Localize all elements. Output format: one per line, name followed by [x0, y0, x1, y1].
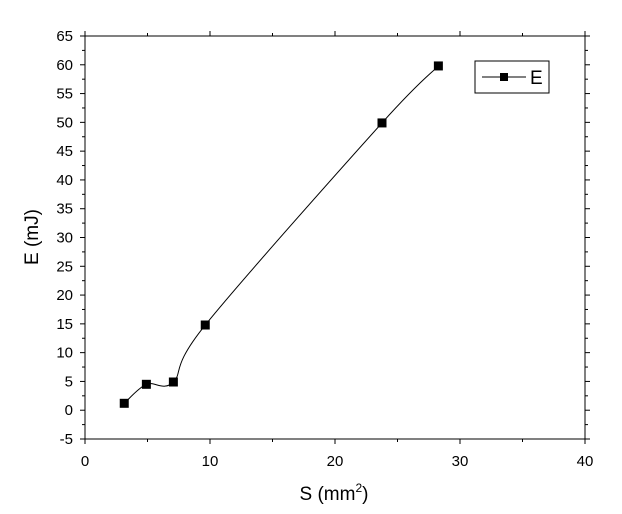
- legend: E: [474, 60, 550, 94]
- y-tick-label: 10: [56, 345, 73, 362]
- plot-frame: [84, 35, 586, 440]
- data-point-e: [200, 320, 210, 330]
- y-tick-label: 45: [56, 143, 73, 160]
- y-tick-label: 30: [56, 230, 73, 247]
- y-tick-label: -5: [60, 431, 73, 448]
- x-tick-label: 40: [577, 453, 594, 470]
- y-tick-label: 0: [65, 402, 73, 419]
- x-axis-title: S (mm2): [300, 481, 369, 505]
- x-axis-title-superscript: 2: [355, 481, 362, 495]
- y-tick-label: 25: [56, 258, 73, 275]
- y-tick-label: 15: [56, 316, 73, 333]
- x-axis-title-text: S (mm: [300, 484, 356, 505]
- y-tick-label: 65: [56, 28, 73, 45]
- y-tick-label: 40: [56, 172, 73, 189]
- x-axis-ticks: 0 10 20 30 40: [81, 31, 594, 470]
- x-tick-label: 20: [327, 453, 344, 470]
- series-layer: [119, 61, 443, 408]
- data-point-e: [168, 377, 178, 387]
- x-axis-title-tail: ): [362, 484, 368, 505]
- y-tick-label: 50: [56, 114, 73, 131]
- legend-label-e: E: [530, 68, 543, 89]
- y-axis-title: E (mJ): [22, 209, 43, 265]
- series-line-e: [123, 65, 439, 404]
- y-tick-label: 5: [65, 373, 73, 390]
- y-tick-label: 60: [56, 57, 73, 74]
- y-tick-label: 55: [56, 86, 73, 103]
- x-tick-label: 30: [452, 453, 469, 470]
- data-point-e: [141, 379, 151, 389]
- y-tick-label: 20: [56, 287, 73, 304]
- x-tick-label: 10: [202, 453, 219, 470]
- y-axis-ticks: -5 0 5 10 15 20 25 30 35 40 45 50 55 60 65: [56, 28, 590, 448]
- legend-marker: [500, 73, 508, 81]
- y-tick-label: 35: [56, 201, 73, 218]
- data-point-e: [433, 61, 443, 71]
- data-point-e: [377, 118, 387, 128]
- x-tick-label: 0: [81, 453, 89, 470]
- data-point-e: [119, 398, 129, 408]
